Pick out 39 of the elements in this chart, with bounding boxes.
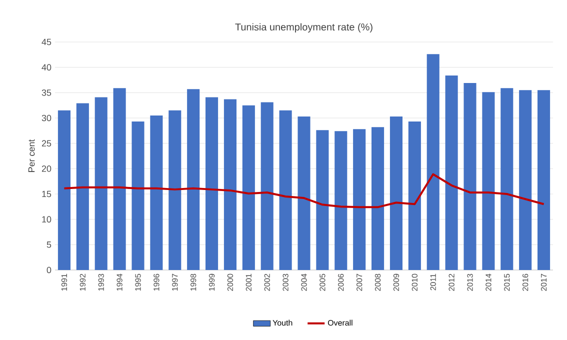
bar	[150, 115, 163, 270]
y-tick-label: 30	[42, 114, 52, 122]
bar	[132, 122, 144, 270]
bar	[482, 92, 495, 270]
chart-title: Tunisia unemployment rate (%)	[235, 23, 372, 32]
bar	[334, 131, 348, 270]
y-tick-label: 40	[42, 64, 52, 71]
bar	[279, 110, 292, 270]
bar	[58, 110, 70, 270]
y-tick-label: 10	[42, 216, 52, 223]
bar	[445, 75, 458, 270]
bar	[113, 88, 126, 270]
bar	[206, 97, 218, 270]
bar	[224, 99, 236, 270]
bar	[76, 103, 89, 270]
bar	[408, 122, 421, 270]
y-tick-label: 5	[46, 242, 52, 248]
y-tick-label: 35	[42, 89, 52, 96]
bar	[260, 102, 274, 270]
bar	[353, 129, 366, 270]
bar	[242, 105, 255, 270]
bar	[94, 97, 108, 270]
y-tick-label: 20	[42, 165, 52, 172]
bar	[168, 110, 182, 270]
bar	[372, 127, 384, 270]
bar	[426, 54, 440, 270]
bar	[464, 83, 476, 270]
y-axis-title: Per cent	[28, 139, 35, 172]
bar	[316, 130, 329, 270]
y-tick-label: 25	[42, 140, 52, 147]
y-tick-label: 0	[46, 266, 52, 274]
bar	[500, 88, 514, 270]
bar	[187, 89, 200, 270]
bar	[390, 116, 402, 270]
y-tick-label: 15	[42, 190, 52, 198]
bar	[298, 116, 310, 270]
bar	[538, 90, 550, 270]
y-tick-label: 45	[42, 38, 52, 46]
bar	[519, 90, 532, 270]
